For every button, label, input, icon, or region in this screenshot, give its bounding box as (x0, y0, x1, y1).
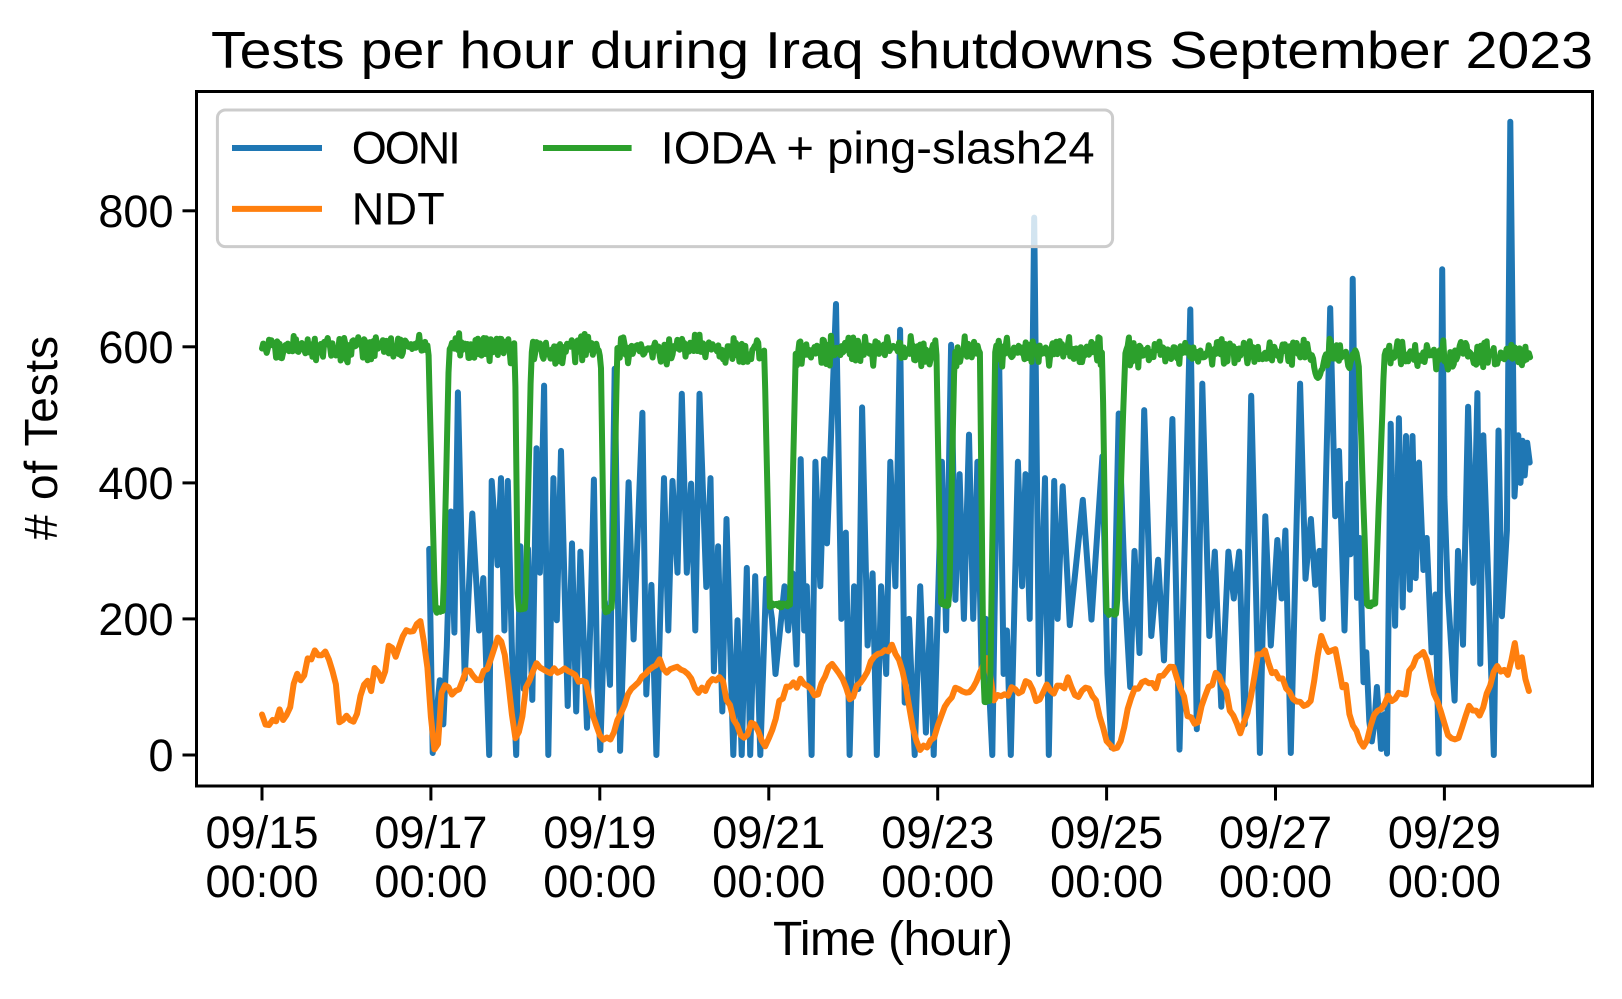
svg-text:09/25: 09/25 (1050, 807, 1163, 858)
svg-text:IODA + ping-slash24: IODA + ping-slash24 (661, 123, 1095, 174)
svg-text:09/19: 09/19 (543, 807, 656, 858)
svg-text:09/17: 09/17 (374, 807, 487, 858)
svg-text:09/15: 09/15 (206, 807, 319, 858)
svg-text:00:00: 00:00 (1388, 856, 1501, 907)
svg-text:09/23: 09/23 (881, 807, 994, 858)
svg-text:00:00: 00:00 (543, 856, 656, 907)
svg-text:09/27: 09/27 (1219, 807, 1332, 858)
svg-text:600: 600 (98, 322, 173, 373)
svg-text:00:00: 00:00 (1219, 856, 1332, 907)
svg-text:OONI: OONI (352, 123, 461, 174)
svg-text:00:00: 00:00 (374, 856, 487, 907)
svg-text:800: 800 (98, 186, 173, 237)
svg-text:00:00: 00:00 (712, 856, 825, 907)
svg-text:400: 400 (98, 458, 173, 509)
svg-text:0: 0 (148, 730, 173, 781)
svg-text:09/29: 09/29 (1388, 807, 1501, 858)
svg-text:Time (hour): Time (hour) (773, 913, 1013, 966)
svg-text:00:00: 00:00 (1050, 856, 1163, 907)
svg-text:200: 200 (98, 594, 173, 645)
svg-text:00:00: 00:00 (206, 856, 319, 907)
svg-text:09/21: 09/21 (712, 807, 825, 858)
svg-text:# of Tests: # of Tests (15, 336, 67, 540)
svg-text:NDT: NDT (352, 184, 445, 235)
svg-text:Tests per hour during Iraq shu: Tests per hour during Iraq shutdowns Sep… (211, 22, 1593, 80)
svg-text:00:00: 00:00 (881, 856, 994, 907)
